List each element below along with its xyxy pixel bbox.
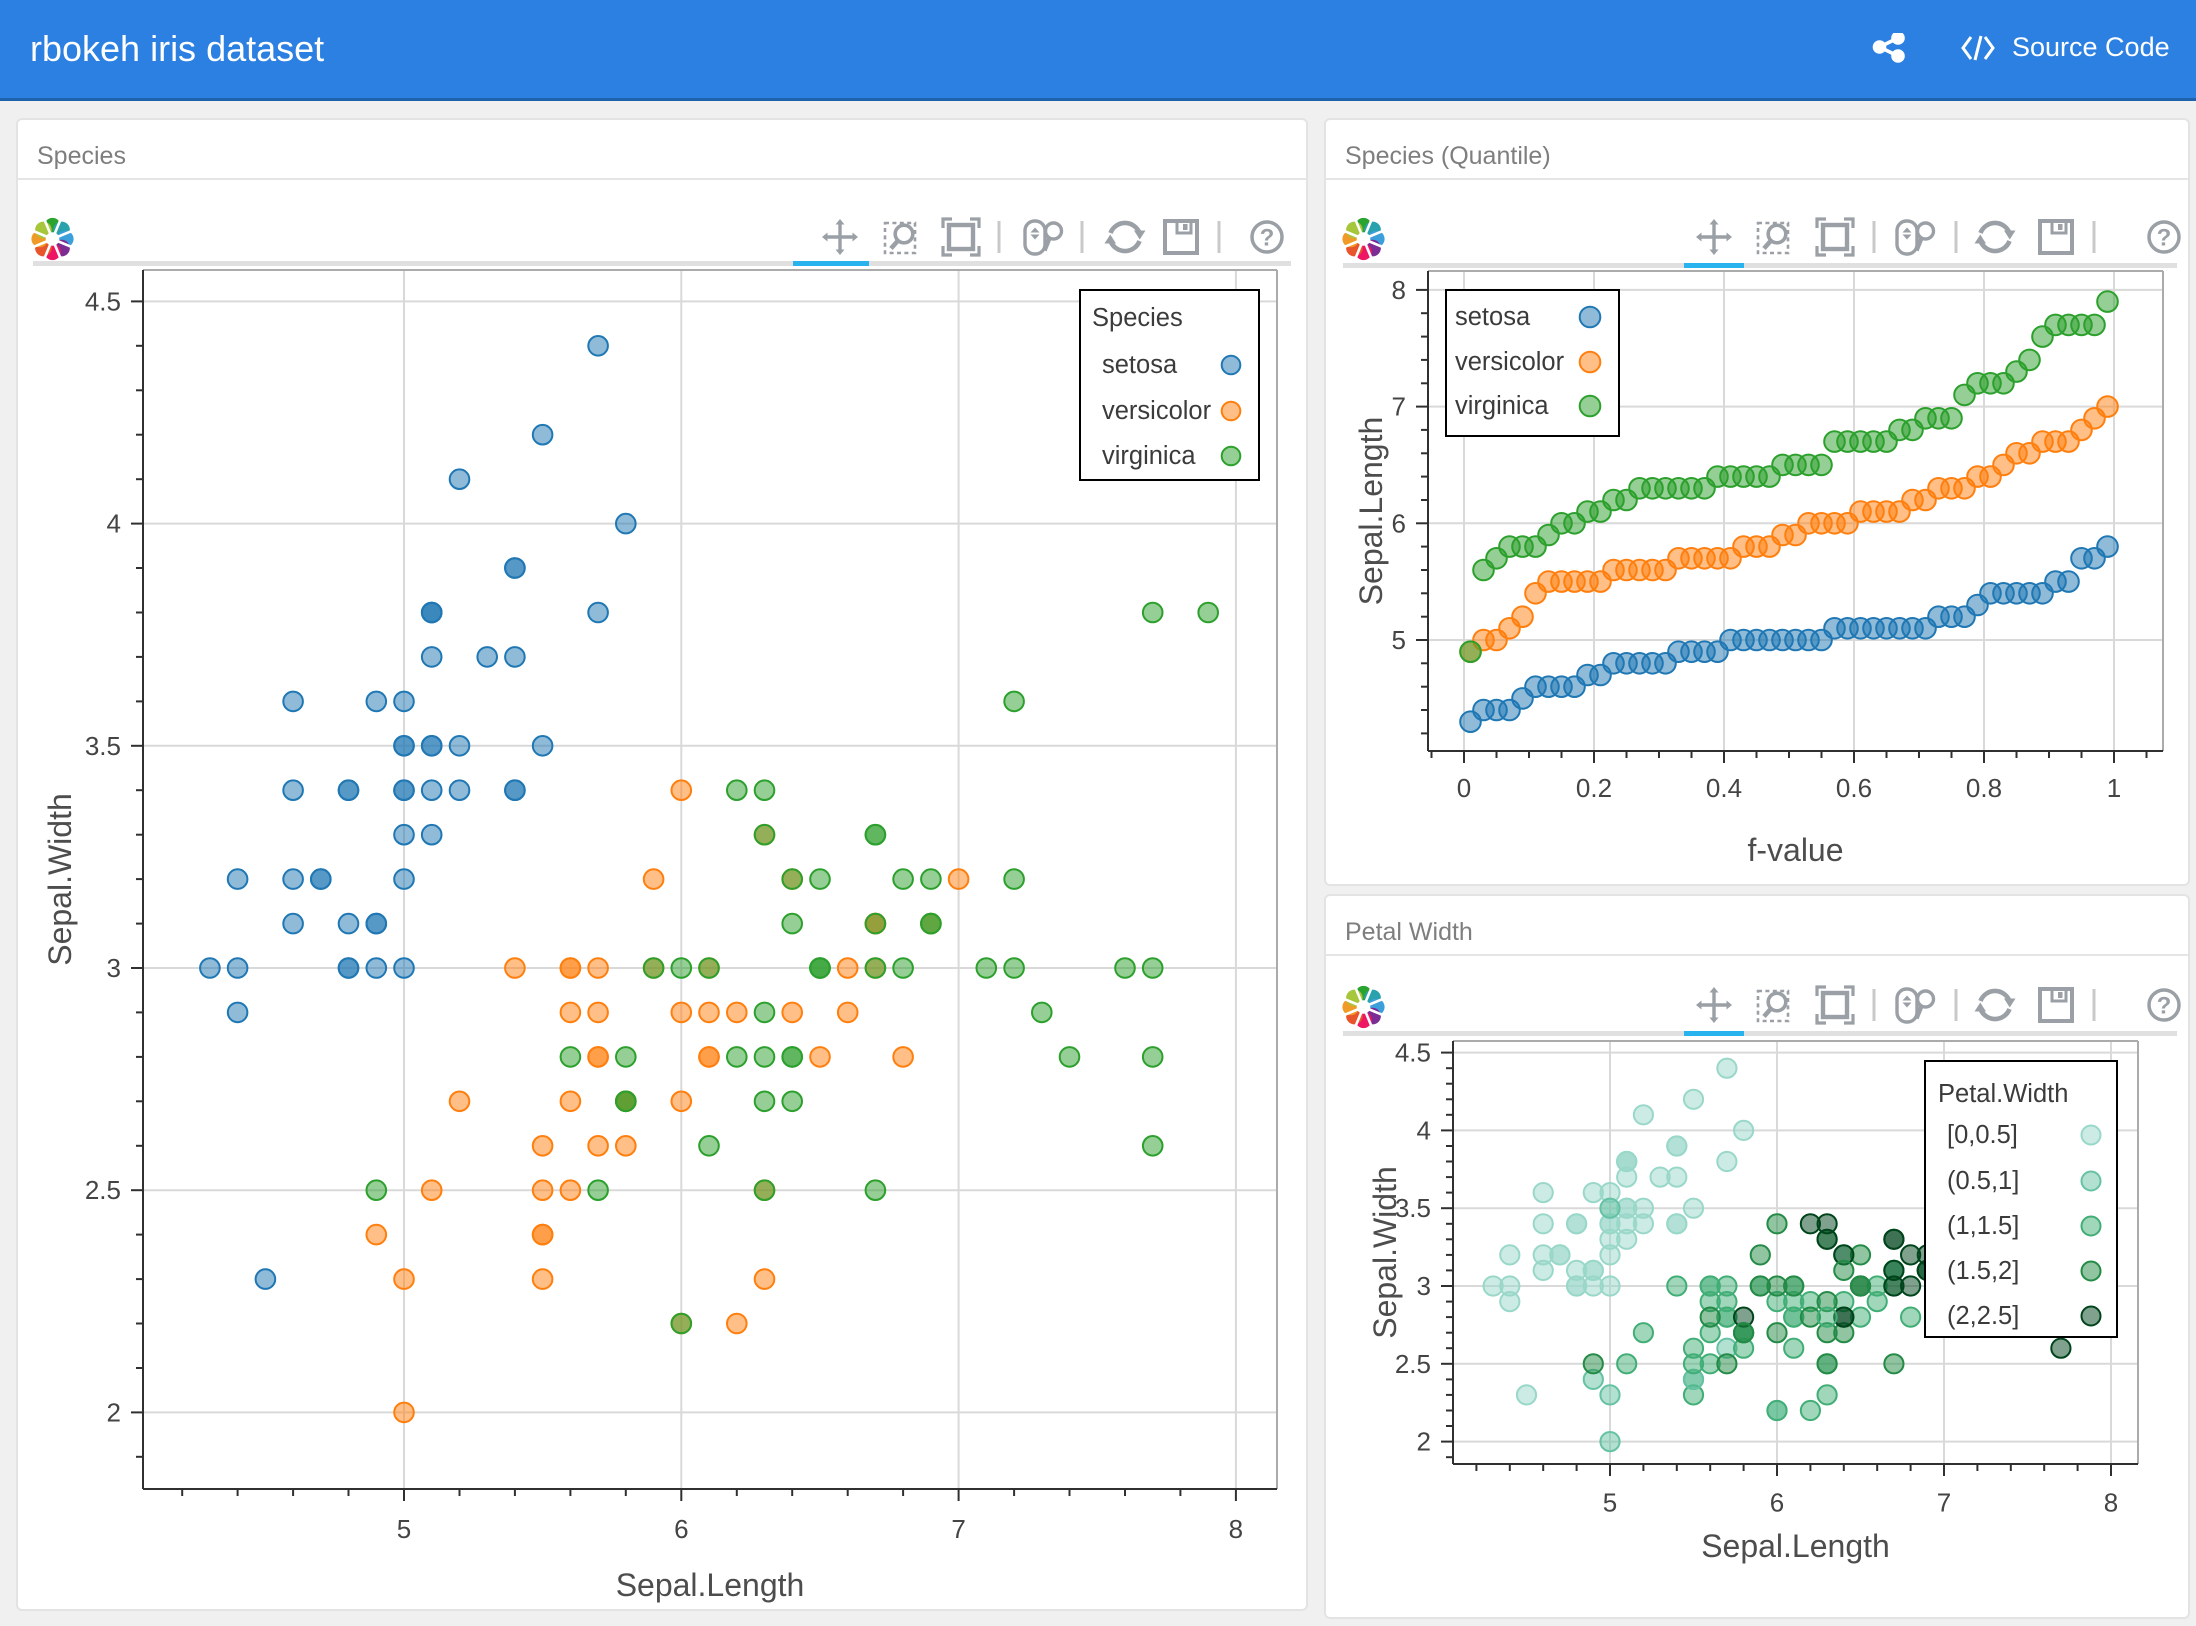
- svg-text:(0.5,1]: (0.5,1]: [1947, 1167, 2019, 1195]
- svg-text:3.5: 3.5: [1395, 1193, 1431, 1223]
- svg-text:7: 7: [951, 1514, 965, 1544]
- svg-text:2.5: 2.5: [85, 1175, 121, 1205]
- svg-text:(1,1.5]: (1,1.5]: [1947, 1212, 2019, 1240]
- svg-text:2.5: 2.5: [1395, 1349, 1431, 1379]
- svg-text:versicolor: versicolor: [1455, 348, 1565, 376]
- svg-text:5: 5: [397, 1514, 411, 1544]
- svg-text:8: 8: [1392, 275, 1406, 305]
- svg-text:setosa: setosa: [1455, 303, 1531, 331]
- svg-text:(1.5,2]: (1.5,2]: [1947, 1257, 2019, 1285]
- svg-text:5: 5: [1603, 1488, 1617, 1518]
- svg-text:Sepal.Width: Sepal.Width: [1367, 1166, 1403, 1339]
- svg-text:setosa: setosa: [1102, 351, 1178, 379]
- svg-text:2: 2: [107, 1397, 121, 1427]
- svg-text:8: 8: [2104, 1488, 2118, 1518]
- svg-text:4.5: 4.5: [85, 286, 121, 316]
- svg-text:3: 3: [1417, 1271, 1431, 1301]
- svg-text:[0,0.5]: [0,0.5]: [1947, 1121, 2018, 1149]
- svg-text:0.4: 0.4: [1706, 773, 1742, 803]
- svg-text:0: 0: [1457, 773, 1471, 803]
- svg-text:Sepal.Width: Sepal.Width: [42, 793, 78, 966]
- svg-text:3.5: 3.5: [85, 731, 121, 761]
- svg-text:f-value: f-value: [1747, 832, 1843, 868]
- svg-text:0.8: 0.8: [1966, 773, 2002, 803]
- svg-text:0.6: 0.6: [1836, 773, 1872, 803]
- svg-text:virginica: virginica: [1455, 392, 1549, 420]
- svg-text:8: 8: [1229, 1514, 1243, 1544]
- svg-text:6: 6: [1770, 1488, 1784, 1518]
- svg-text:7: 7: [1937, 1488, 1951, 1518]
- svg-text:?: ?: [1260, 225, 1275, 252]
- svg-text:?: ?: [2157, 225, 2172, 252]
- svg-text:Species: Species: [1092, 304, 1183, 332]
- svg-text:6: 6: [1392, 508, 1406, 538]
- svg-text:?: ?: [2157, 993, 2172, 1020]
- svg-text:Sepal.Length: Sepal.Length: [1353, 417, 1389, 606]
- svg-text:Sepal.Length: Sepal.Length: [1701, 1528, 1890, 1564]
- svg-text:(2,2.5]: (2,2.5]: [1947, 1302, 2019, 1330]
- svg-text:versicolor: versicolor: [1102, 397, 1212, 425]
- svg-text:3: 3: [107, 953, 121, 983]
- svg-text:0.2: 0.2: [1576, 773, 1612, 803]
- svg-text:Sepal.Length: Sepal.Length: [616, 1567, 805, 1603]
- svg-text:virginica: virginica: [1102, 442, 1196, 470]
- svg-text:6: 6: [674, 1514, 688, 1544]
- svg-text:Petal.Width: Petal.Width: [1938, 1080, 2068, 1108]
- svg-text:7: 7: [1392, 392, 1406, 422]
- svg-text:4.5: 4.5: [1395, 1038, 1431, 1068]
- svg-text:4: 4: [107, 509, 121, 539]
- svg-text:1: 1: [2107, 773, 2121, 803]
- svg-text:2: 2: [1417, 1427, 1431, 1457]
- svg-text:5: 5: [1392, 625, 1406, 655]
- svg-text:4: 4: [1417, 1115, 1431, 1145]
